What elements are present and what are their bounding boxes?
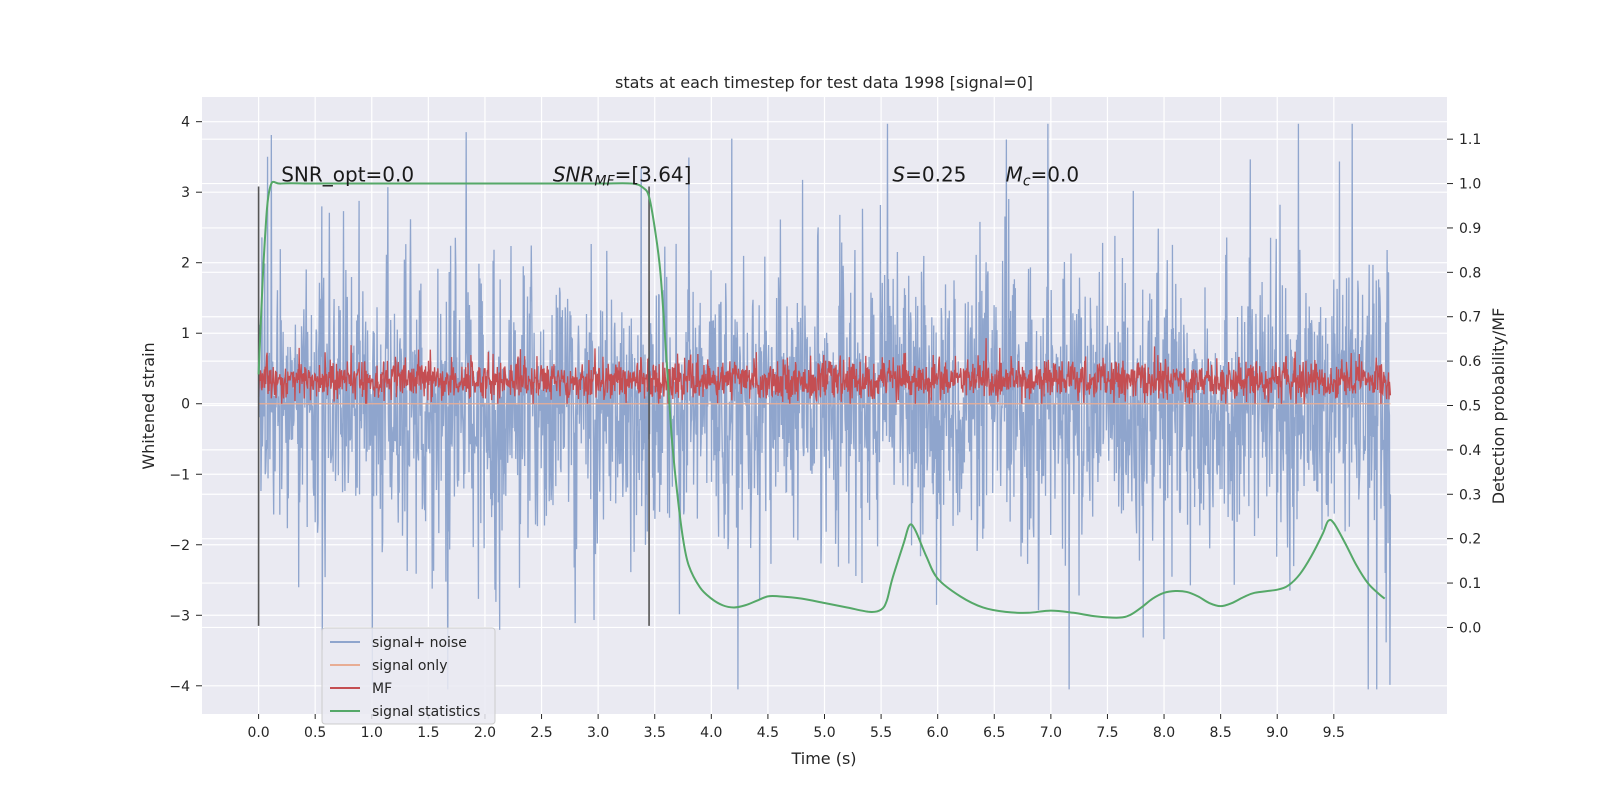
right-tick-label-10: 1.0 bbox=[1459, 177, 1481, 193]
right-tick-label-4: 0.4 bbox=[1459, 443, 1481, 459]
x-tick-label-0: 0.0 bbox=[247, 725, 269, 741]
vertical-markers bbox=[257, 186, 650, 626]
x-tick-label-11: 5.5 bbox=[870, 725, 892, 741]
legend-label-1: signal only bbox=[372, 658, 447, 674]
x-tick-label-10: 5.0 bbox=[813, 725, 835, 741]
signal-noise-series bbox=[258, 123, 1392, 690]
annotation-mc: Mc=0.0 bbox=[1006, 163, 1080, 190]
left-tick-label-6: 2 bbox=[181, 256, 190, 272]
annotation-s: S=0.25 bbox=[892, 163, 966, 187]
x-tick-label-7: 3.5 bbox=[644, 725, 666, 741]
x-tick-label-16: 8.0 bbox=[1153, 725, 1175, 741]
mf-line bbox=[257, 338, 1392, 404]
x-tick-label-4: 2.0 bbox=[474, 725, 496, 741]
x-tick-label-3: 1.5 bbox=[417, 725, 439, 741]
left-tick-label-4: 0 bbox=[181, 397, 190, 413]
x-tick-label-5: 2.5 bbox=[530, 725, 552, 741]
right-tick-label-5: 0.5 bbox=[1459, 399, 1481, 415]
legend-label-2: MF bbox=[372, 681, 392, 697]
x-tick-label-13: 6.5 bbox=[983, 725, 1005, 741]
signal-statistics-line bbox=[257, 180, 1386, 619]
x-tick-label-15: 7.5 bbox=[1096, 725, 1118, 741]
right-tick-label-2: 0.2 bbox=[1459, 532, 1481, 548]
annotation-snr_mf: SNRMF=[3.64] bbox=[553, 163, 692, 190]
right-axis-label: Detection probability/MF bbox=[1489, 308, 1508, 505]
x-tick-label-1: 0.5 bbox=[304, 725, 326, 741]
x-tick-label-18: 9.0 bbox=[1266, 725, 1288, 741]
legend-label-0: signal+ noise bbox=[372, 635, 467, 651]
left-tick-label-1: −3 bbox=[169, 608, 190, 624]
right-tick-label-1: 0.1 bbox=[1459, 576, 1481, 592]
annotations: SNR_opt=0.0 SNRMF=[3.64] S=0.25 Mc=0.0 bbox=[281, 163, 1079, 190]
x-tick-label-19: 9.5 bbox=[1323, 725, 1345, 741]
x-tick-label-6: 3.0 bbox=[587, 725, 609, 741]
x-axis-ticks: 0.0 0.5 1.0 1.5 2.0 2.5 3.0 3.5 4.0 4.5 5.0 5.5 6.0 6… bbox=[247, 714, 1345, 741]
left-tick-label-2: −2 bbox=[169, 538, 190, 554]
left-tick-label-0: −4 bbox=[169, 679, 190, 695]
right-tick-label-7: 0.7 bbox=[1459, 310, 1481, 326]
left-axis-label: Whitened strain bbox=[139, 342, 158, 469]
mf-series bbox=[257, 338, 1392, 404]
right-tick-label-0: 0.0 bbox=[1459, 620, 1481, 636]
right-tick-label-11: 1.1 bbox=[1459, 132, 1481, 148]
x-axis-label: Time (s) bbox=[790, 749, 856, 768]
annotation-snr_opt: SNR_opt=0.0 bbox=[281, 163, 414, 187]
right-tick-label-6: 0.6 bbox=[1459, 354, 1481, 370]
x-tick-label-2: 1.0 bbox=[361, 725, 383, 741]
legend-box bbox=[321, 627, 496, 725]
legend: signal+ noise signal only MF signal statist… bbox=[321, 627, 496, 725]
signal-statistics-series bbox=[257, 180, 1386, 619]
left-tick-label-3: −1 bbox=[169, 467, 190, 483]
right-tick-label-8: 0.8 bbox=[1459, 265, 1481, 281]
left-axis-ticks: −4 −3 −2 −1 0 1 2 3 4 bbox=[169, 115, 202, 695]
x-tick-label-17: 8.5 bbox=[1210, 725, 1232, 741]
x-tick-label-14: 7.0 bbox=[1040, 725, 1062, 741]
right-tick-label-3: 0.3 bbox=[1459, 487, 1481, 503]
chart-title: stats at each timestep for test data 199… bbox=[615, 73, 1033, 92]
legend-label-3: signal statistics bbox=[372, 704, 480, 720]
right-tick-label-9: 0.9 bbox=[1459, 221, 1481, 237]
left-tick-label-8: 4 bbox=[181, 115, 190, 131]
signal-noise-line bbox=[258, 123, 1392, 690]
left-tick-label-5: 1 bbox=[181, 326, 190, 342]
left-tick-label-7: 3 bbox=[181, 185, 190, 201]
x-tick-label-8: 4.0 bbox=[700, 725, 722, 741]
right-axis-ticks: 0.0 0.1 0.2 0.3 0.4 0.5 0.6 0.7 0.8 0.9 1.0 1.1 bbox=[1447, 132, 1481, 636]
x-tick-label-9: 4.5 bbox=[757, 725, 779, 741]
x-tick-label-12: 6.0 bbox=[927, 725, 949, 741]
